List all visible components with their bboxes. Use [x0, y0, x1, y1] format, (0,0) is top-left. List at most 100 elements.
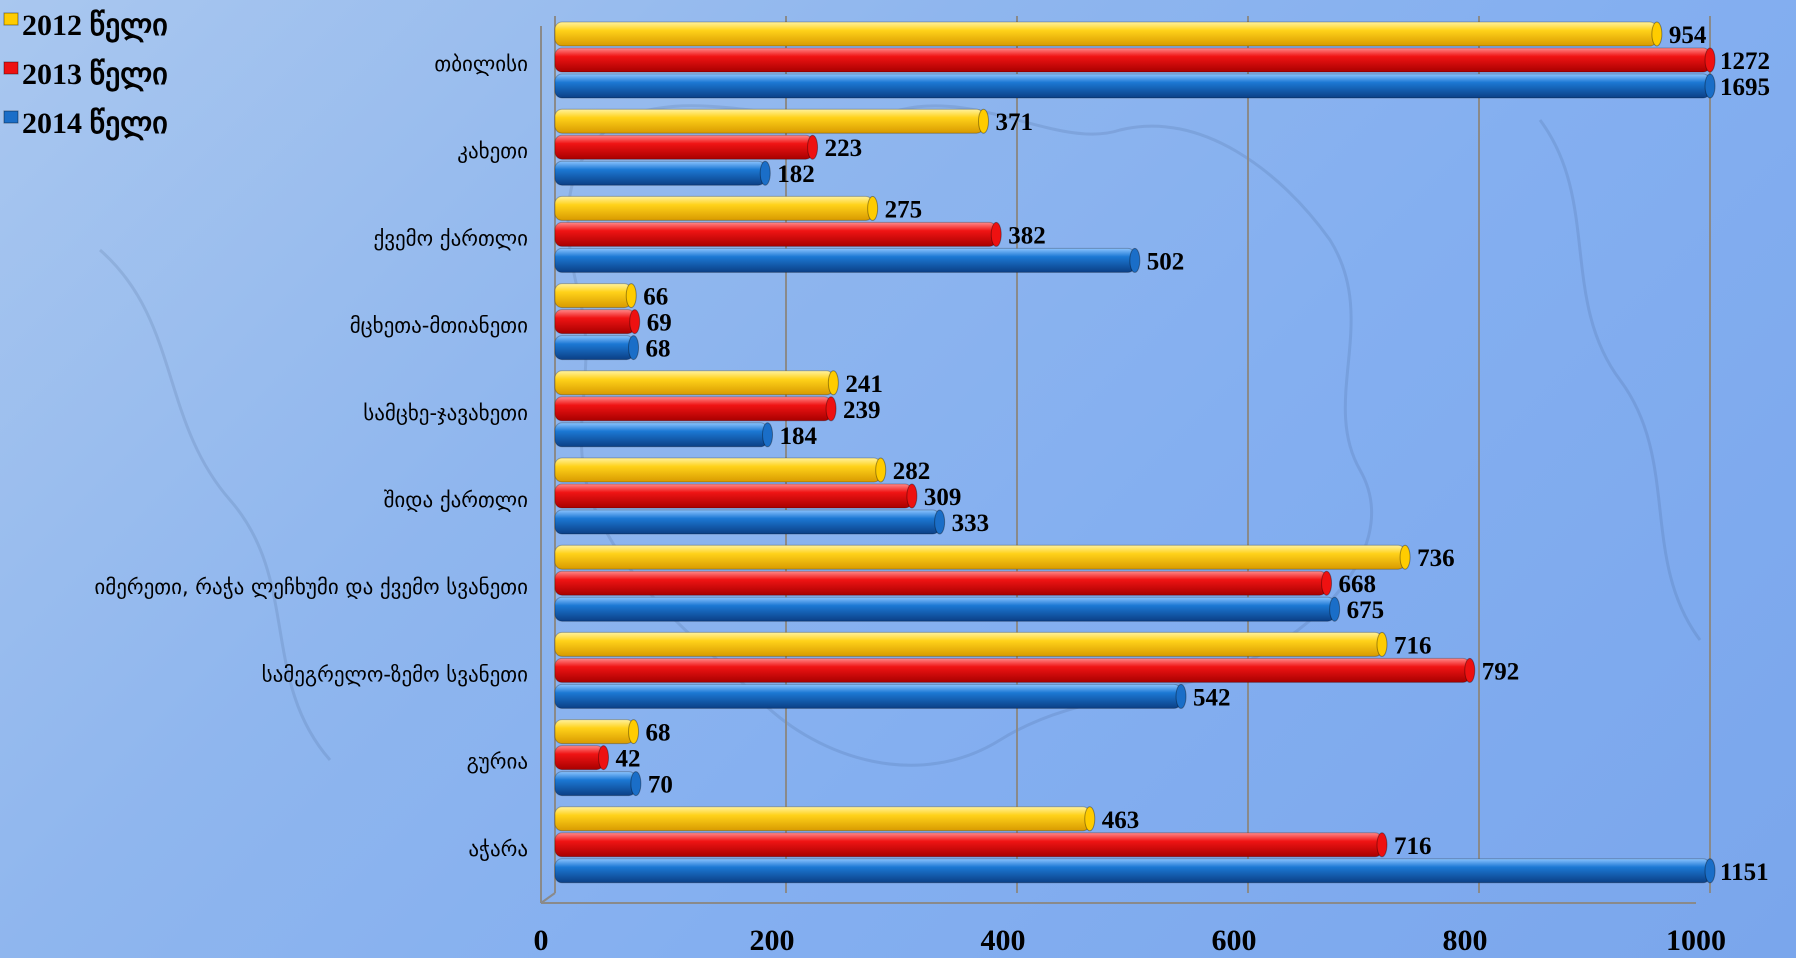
bar-2012-2 — [554, 195, 874, 221]
legend-label-2: 2014 წელი — [22, 107, 168, 141]
category-label-2: ქვემო ქართლი — [373, 226, 528, 250]
bar-2012-9-cap — [1084, 806, 1096, 832]
bar-2014-8-cap — [630, 771, 642, 797]
category-label-1: კახეთი — [457, 139, 528, 163]
data-label-2012-4: 241 — [845, 371, 883, 398]
bar-2013-9 — [554, 832, 1383, 858]
bar-2014-5 — [554, 509, 941, 535]
bar-2012-4-cap — [827, 370, 839, 396]
bar-2014-3 — [554, 335, 635, 361]
legend-swatch-2 — [3, 110, 19, 124]
bar-2013-6 — [554, 570, 1328, 596]
data-label-2012-6: 736 — [1417, 545, 1455, 572]
bar-2012-1 — [554, 108, 985, 134]
bars — [554, 21, 1716, 884]
data-label-2012-9: 463 — [1102, 807, 1140, 834]
x-tick-label-1000: 1000 — [1666, 924, 1726, 957]
data-label-2013-2: 382 — [1008, 222, 1045, 249]
data-label-2014-5: 333 — [952, 510, 990, 537]
bar-2014-1-cap — [759, 160, 771, 186]
bar-2013-1 — [554, 134, 814, 160]
data-label-2013-6: 668 — [1339, 571, 1377, 598]
data-label-2013-9: 716 — [1394, 833, 1432, 860]
bar-2012-4 — [554, 370, 834, 396]
bar-2014-5-cap — [934, 509, 946, 535]
data-label-2014-9: 1151 — [1720, 859, 1769, 886]
category-label-6: იმერეთი, რაჭა ლეჩხუმი და ქვემო სვანეთი — [94, 575, 528, 599]
x-axis-ticks: 0 200 400 600 800 1000 — [534, 924, 1727, 957]
x-tick-label-800: 800 — [1443, 924, 1488, 957]
axis-corner-line — [540, 892, 556, 904]
bar-2013-5-cap — [906, 483, 918, 509]
data-labels: 9541272169537122318227538250266696824123… — [616, 22, 1770, 886]
data-label-2014-8: 70 — [648, 772, 673, 799]
bar-2014-9-cap — [1704, 858, 1716, 884]
bar-2012-6 — [554, 544, 1406, 570]
data-label-2012-2: 275 — [885, 196, 923, 223]
data-label-2014-4: 184 — [780, 423, 818, 450]
bar-2014-0-cap — [1704, 73, 1716, 99]
bar-2012-1-cap — [978, 108, 990, 134]
bar-2012-0 — [554, 21, 1658, 47]
bar-2014-0 — [554, 73, 1711, 99]
bar-2013-7 — [554, 657, 1471, 683]
category-label-7: სამეგრელო-ზემო სვანეთი — [262, 662, 528, 686]
gridlines — [785, 16, 1711, 893]
category-label-8: გურია — [467, 750, 528, 774]
bar-2013-0-cap — [1704, 47, 1716, 73]
data-label-2014-7: 542 — [1193, 684, 1231, 711]
data-label-2013-8: 42 — [616, 746, 641, 773]
x-tick-label-400: 400 — [981, 924, 1026, 957]
bar-2014-3-cap — [628, 335, 640, 361]
bar-2014-8 — [554, 771, 637, 797]
bar-2014-1 — [554, 160, 766, 186]
bar-2013-7-cap — [1464, 657, 1476, 683]
bar-2012-6-cap — [1399, 544, 1411, 570]
legend-label-0: 2012 წელი — [22, 9, 168, 43]
legend-swatch-1 — [3, 61, 19, 75]
bar-2014-6 — [554, 596, 1336, 622]
data-label-2014-2: 502 — [1147, 248, 1185, 275]
bar-2014-4 — [554, 422, 769, 448]
data-label-2012-3: 66 — [643, 284, 668, 311]
bar-2013-8 — [554, 745, 605, 771]
bar-2012-2-cap — [867, 195, 879, 221]
bar-2014-4-cap — [762, 422, 774, 448]
data-label-2014-6: 675 — [1347, 597, 1385, 624]
category-label-9: აჭარა — [468, 837, 528, 861]
bar-2014-7 — [554, 683, 1182, 709]
x-tick-label-600: 600 — [1212, 924, 1257, 957]
bar-2013-3 — [554, 309, 636, 335]
data-label-2012-8: 68 — [646, 720, 671, 747]
bar-2013-2 — [554, 221, 997, 247]
data-label-2014-3: 68 — [646, 336, 671, 363]
bar-2014-2 — [554, 247, 1136, 273]
data-label-2013-5: 309 — [924, 484, 962, 511]
axis — [540, 16, 1696, 904]
data-label-2013-1: 223 — [825, 135, 863, 162]
bar-2013-6-cap — [1321, 570, 1333, 596]
data-label-2013-3: 69 — [647, 310, 672, 337]
bar-2012-3-cap — [625, 283, 637, 309]
bar-2012-5-cap — [875, 457, 887, 483]
data-label-2012-1: 371 — [996, 109, 1034, 136]
data-label-2013-4: 239 — [843, 397, 881, 424]
bar-2014-6-cap — [1329, 596, 1341, 622]
bar-2013-1-cap — [807, 134, 819, 160]
category-labels: თბილისი კახეთი ქვემო ქართლი მცხეთა-მთიანეთი… — [94, 52, 528, 861]
legend-label-1: 2013 წელი — [22, 58, 168, 92]
category-label-3: მცხეთა-მთიანეთი — [350, 314, 528, 338]
bar-2012-5 — [554, 457, 882, 483]
bar-2012-8 — [554, 719, 635, 745]
bar-2014-7-cap — [1175, 683, 1187, 709]
category-label-5: შიდა ქართლი — [384, 488, 528, 512]
bar-2013-0 — [554, 47, 1711, 73]
bar-2013-3-cap — [629, 309, 641, 335]
bar-2013-8-cap — [598, 745, 610, 771]
bar-2013-9-cap — [1376, 832, 1388, 858]
bar-2014-2-cap — [1129, 247, 1141, 273]
category-label-4: სამცხე-ჯავახეთი — [363, 401, 528, 425]
bar-2012-9 — [554, 806, 1091, 832]
data-label-2012-5: 282 — [893, 458, 931, 485]
